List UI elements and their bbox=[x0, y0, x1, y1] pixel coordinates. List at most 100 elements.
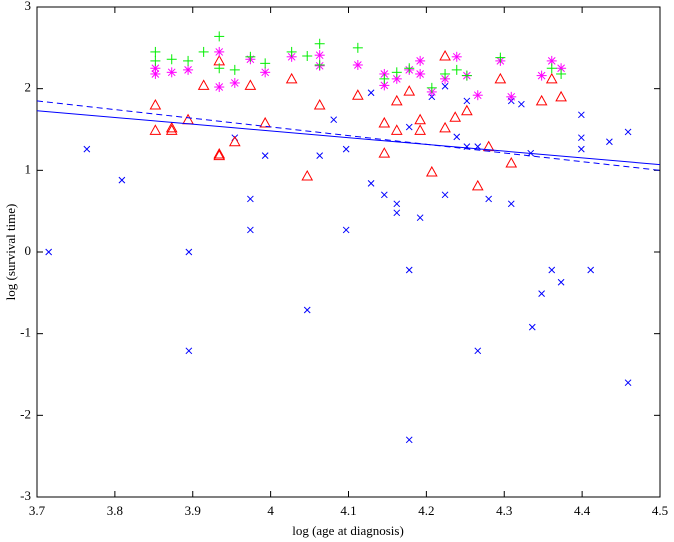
point bbox=[390, 124, 403, 135]
marker-stroke bbox=[453, 133, 461, 141]
point bbox=[259, 116, 272, 128]
marker-stroke bbox=[197, 79, 210, 90]
point bbox=[391, 67, 402, 78]
point bbox=[606, 138, 613, 146]
point bbox=[149, 124, 162, 135]
marker-stroke bbox=[342, 226, 350, 234]
point bbox=[214, 46, 225, 57]
point bbox=[165, 121, 178, 133]
marker-stroke bbox=[606, 138, 613, 146]
point bbox=[461, 70, 472, 81]
x-tick-label: 3.7 bbox=[29, 503, 46, 518]
point bbox=[197, 79, 210, 90]
point bbox=[425, 165, 438, 177]
point bbox=[405, 266, 413, 274]
point bbox=[301, 170, 314, 181]
y-tick-label: -2 bbox=[20, 406, 31, 421]
point bbox=[286, 46, 297, 57]
point bbox=[556, 68, 567, 79]
point bbox=[214, 63, 225, 74]
marker-stroke bbox=[303, 306, 311, 314]
marker-stroke bbox=[624, 128, 632, 136]
point bbox=[285, 72, 298, 84]
point bbox=[587, 266, 595, 274]
marker-stroke bbox=[149, 124, 162, 135]
point bbox=[415, 55, 426, 66]
point bbox=[149, 98, 162, 110]
marker-stroke bbox=[587, 266, 595, 274]
point bbox=[182, 113, 194, 125]
marker-stroke bbox=[165, 124, 178, 135]
marker-stroke bbox=[557, 278, 565, 286]
point bbox=[577, 145, 585, 153]
point bbox=[451, 64, 462, 75]
point bbox=[342, 145, 350, 153]
marker-stroke bbox=[548, 266, 556, 274]
point bbox=[577, 134, 585, 142]
marker-stroke bbox=[353, 61, 362, 69]
point bbox=[439, 49, 451, 61]
marker-stroke bbox=[392, 75, 401, 83]
marker-stroke bbox=[441, 82, 449, 90]
marker-stroke bbox=[507, 92, 516, 101]
point bbox=[440, 68, 451, 79]
y-axis-label: log (survival time) bbox=[3, 204, 18, 301]
marker-stroke bbox=[494, 72, 507, 84]
point bbox=[426, 82, 437, 93]
fit-line bbox=[36, 100, 661, 171]
marker-stroke bbox=[416, 70, 424, 78]
point bbox=[379, 73, 390, 84]
point bbox=[378, 147, 391, 158]
point bbox=[414, 113, 426, 125]
marker-stroke bbox=[545, 72, 558, 84]
marker-stroke bbox=[577, 111, 585, 119]
marker-stroke bbox=[624, 379, 632, 387]
point bbox=[247, 195, 254, 203]
marker-stroke bbox=[577, 145, 585, 153]
marker-stroke bbox=[261, 68, 270, 77]
fit-line bbox=[36, 110, 661, 166]
marker-stroke bbox=[405, 436, 413, 444]
point bbox=[472, 90, 483, 101]
marker-stroke bbox=[471, 179, 484, 191]
marker-stroke bbox=[461, 104, 473, 116]
marker-stroke bbox=[414, 124, 426, 135]
marker-stroke bbox=[151, 70, 160, 78]
marker-stroke bbox=[45, 248, 53, 256]
point bbox=[390, 94, 403, 106]
point bbox=[451, 51, 462, 62]
point bbox=[414, 124, 426, 135]
point bbox=[379, 80, 390, 91]
point bbox=[405, 123, 413, 131]
x-tick-label: 3.9 bbox=[185, 503, 201, 518]
point bbox=[474, 347, 482, 355]
point bbox=[229, 77, 240, 88]
point bbox=[352, 59, 363, 70]
point bbox=[495, 52, 506, 63]
point bbox=[228, 135, 241, 147]
x-tick-label: 4.5 bbox=[652, 503, 668, 518]
marker-stroke bbox=[416, 214, 424, 222]
point bbox=[461, 104, 473, 116]
marker-stroke bbox=[378, 147, 391, 158]
point bbox=[624, 128, 632, 136]
point bbox=[453, 133, 461, 141]
marker-stroke bbox=[367, 89, 375, 97]
point bbox=[342, 226, 350, 234]
point bbox=[183, 55, 194, 66]
marker-stroke bbox=[118, 176, 126, 184]
point bbox=[244, 79, 257, 90]
point bbox=[351, 89, 364, 100]
point bbox=[198, 46, 209, 57]
marker-stroke bbox=[547, 57, 556, 65]
point bbox=[150, 68, 161, 79]
marker-stroke bbox=[244, 79, 257, 90]
point bbox=[185, 347, 193, 355]
x-tick-label: 4.4 bbox=[574, 503, 591, 518]
point bbox=[536, 70, 547, 81]
point bbox=[260, 58, 271, 69]
marker-stroke bbox=[441, 191, 449, 199]
marker-stroke bbox=[182, 113, 194, 125]
point bbox=[261, 152, 269, 159]
marker-stroke bbox=[213, 147, 226, 159]
